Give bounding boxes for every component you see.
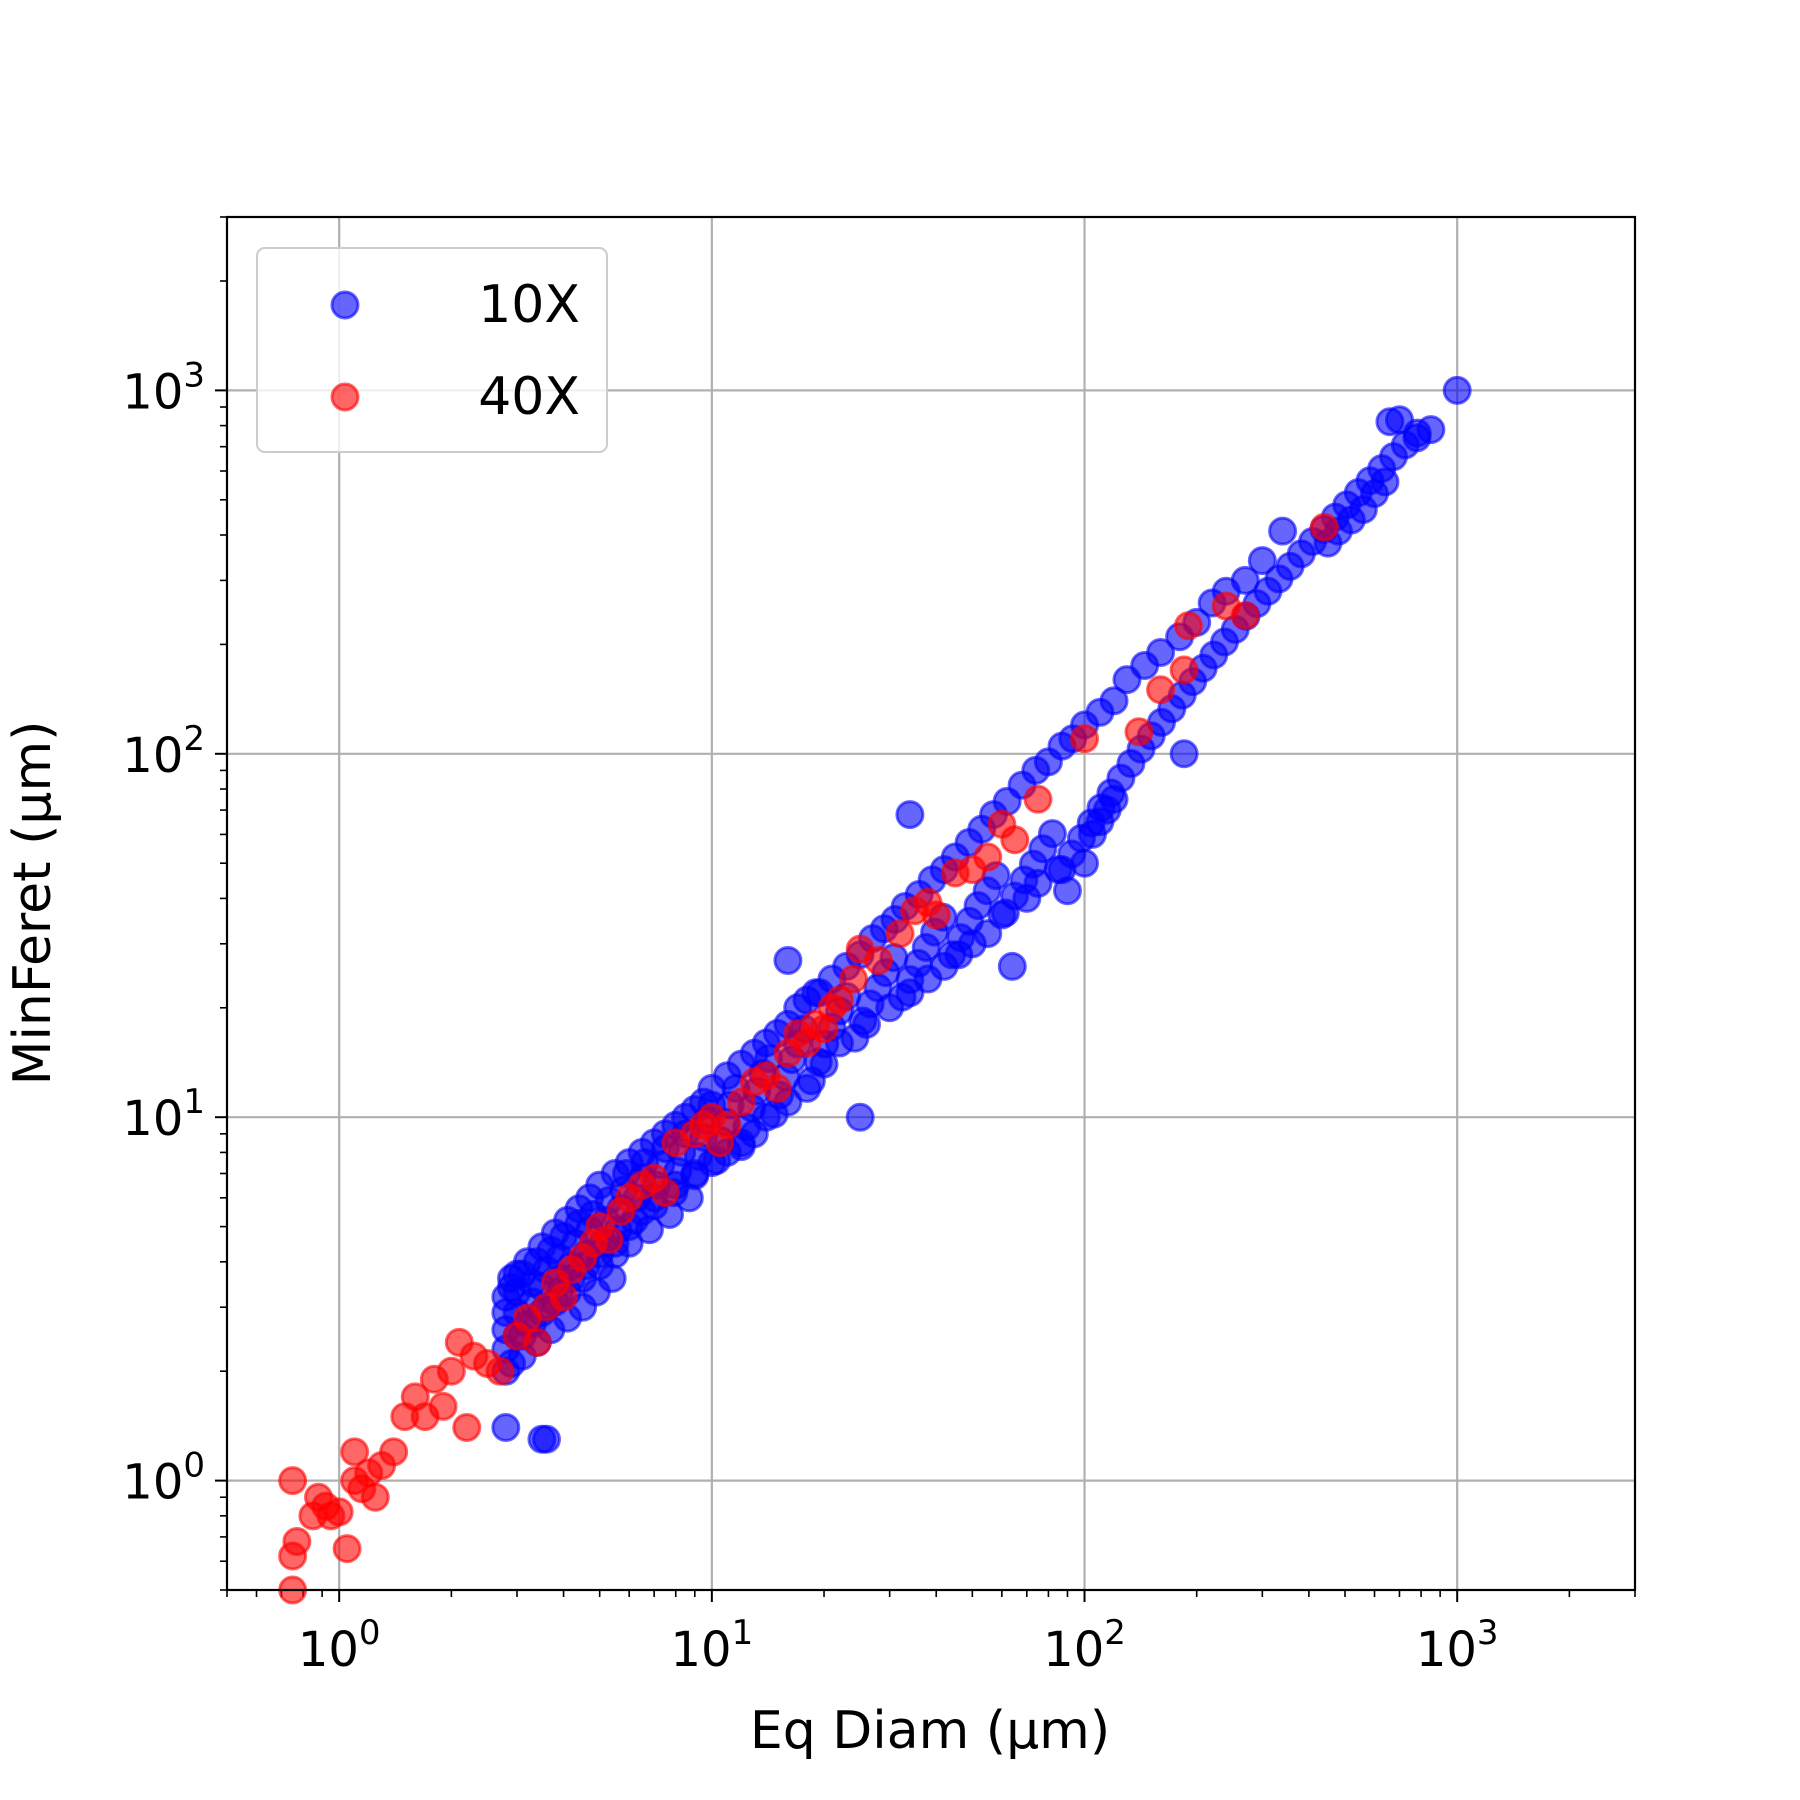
scatter-point-40x (1023, 784, 1053, 814)
scatter-point-40x (1070, 724, 1100, 754)
scatter-point-40x (594, 1225, 624, 1255)
scatter-point-40x (824, 985, 854, 1015)
scatter-point-40x (360, 1482, 390, 1512)
y-axis-label: MinFeret (µm) (3, 721, 63, 1086)
legend-marker-10x (330, 290, 360, 320)
x-tick-label: 101 (670, 1613, 753, 1678)
scatter-point-40x (973, 842, 1003, 872)
scatter-point-10x (527, 1424, 557, 1454)
scatter-point-10x (1416, 415, 1446, 445)
x-tick-labels: 100 101 102 103 (298, 1613, 1499, 1678)
scatter-point-40x (522, 1327, 552, 1357)
grid-layer (227, 217, 1635, 1590)
scatter-point-10x (1442, 375, 1472, 405)
scatter-point-40x (921, 900, 951, 930)
scatter-point-40x (549, 1282, 579, 1312)
x-tick-label: 102 (1043, 1613, 1126, 1678)
scatter-point-40x (885, 919, 915, 949)
scatter-point-40x (1169, 655, 1199, 685)
x-axis-label: Eq Diam (µm) (750, 1701, 1110, 1761)
scatter-point-40x (282, 1526, 312, 1556)
scatter-point-40x (863, 945, 893, 975)
scatter-point-40x (839, 964, 869, 994)
scatter-point-40x (379, 1437, 409, 1467)
scatter-point-10x (852, 1009, 882, 1039)
y-tick-labels: 100 101 102 103 (122, 355, 205, 1510)
scatter-point-10x (875, 993, 905, 1023)
scatter-point-40x (650, 1178, 680, 1208)
scatter-point-10x (773, 945, 803, 975)
scatter-point-40x (1230, 601, 1260, 631)
scatter-point-40x (726, 1087, 756, 1117)
scatter-point-10x (497, 1272, 527, 1302)
scatter-point-40x (1309, 512, 1339, 542)
scatter-point-40x (1000, 825, 1030, 855)
scatter-point-40x (332, 1534, 362, 1564)
scatter-point-10x (597, 1263, 627, 1293)
scatter-point-10x (845, 1102, 875, 1132)
legend: 10X 40X (256, 247, 608, 453)
scatter-point-40x (712, 1110, 742, 1140)
legend-label-40x: 40X (478, 367, 580, 427)
scatter-point-10x (895, 800, 925, 830)
legend-marker-40x (330, 382, 360, 412)
scatter-point-10x (1070, 848, 1100, 878)
y-tick-label: 103 (122, 355, 205, 420)
scatter-point-10x (809, 1049, 839, 1079)
scatter-point-40x (436, 1356, 466, 1386)
scatter-point-10x (1012, 883, 1042, 913)
scatter-point-10x (1384, 405, 1414, 435)
x-tick-label: 100 (298, 1613, 381, 1678)
plot-frame (225, 215, 1637, 1592)
scatter-point-40x (1146, 675, 1176, 705)
scatter-point-10x (1268, 516, 1298, 546)
scatter-point-10x (1169, 739, 1199, 769)
scatter-point-40x (452, 1413, 482, 1443)
y-tick-label: 101 (122, 1082, 205, 1147)
scatter-point-40x (340, 1437, 370, 1467)
scatter-point-40x (324, 1497, 354, 1527)
scatter-point-10x (1112, 665, 1142, 695)
x-tick-label: 103 (1416, 1613, 1499, 1678)
y-tick-label: 102 (122, 719, 205, 784)
scatter-point-10x (895, 978, 925, 1008)
scatter-point-40x (1124, 717, 1154, 747)
scatter-point-40x (485, 1356, 515, 1386)
scatter-point-10x (997, 951, 1027, 981)
scatter-point-40x (278, 1466, 308, 1496)
scatter-point-40x (1173, 611, 1203, 641)
scatter-point-40x (428, 1391, 458, 1421)
scatter-point-40x (762, 1073, 792, 1103)
scatter-point-10x (1247, 546, 1277, 576)
legend-label-10x: 10X (478, 275, 580, 335)
major-ticks-layer (215, 389, 1459, 1602)
scatter-point-10x (491, 1413, 521, 1443)
series-40x-points (278, 512, 1339, 1605)
scatter-point-10x (1099, 784, 1129, 814)
y-tick-label: 100 (122, 1446, 205, 1511)
scatter-point-10x (1043, 855, 1073, 885)
scatter-point-10x (1037, 819, 1067, 849)
